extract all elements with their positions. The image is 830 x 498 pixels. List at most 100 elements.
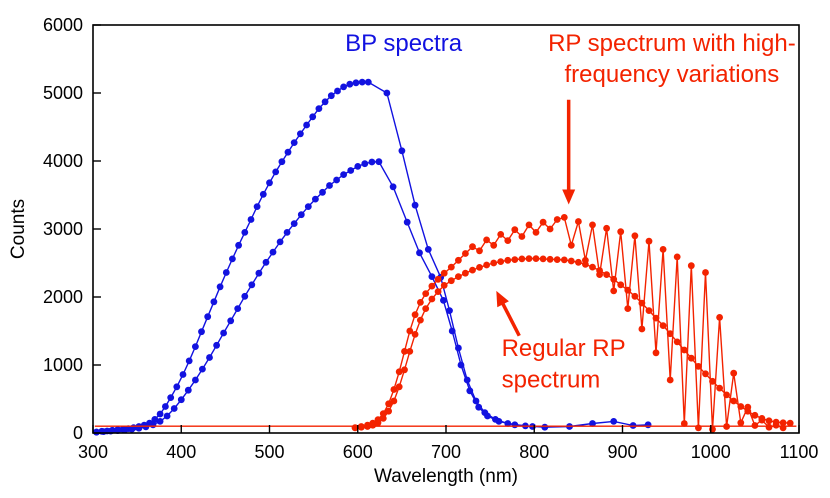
data-point-rp-hf — [539, 218, 547, 226]
data-point-rp-regular — [546, 255, 554, 263]
data-point-bp-2 — [440, 297, 447, 304]
data-point-bp-2 — [227, 317, 235, 325]
data-point-bp-1 — [358, 78, 366, 86]
data-point-rp-hf — [666, 376, 674, 384]
annotation-arrows — [496, 99, 576, 337]
data-point-rp-regular — [525, 255, 533, 262]
data-point-bp-1 — [334, 87, 341, 95]
data-point-rp-hf — [401, 348, 408, 355]
data-point-rp-hf — [379, 410, 387, 417]
data-point-bp-2 — [475, 403, 483, 411]
data-point-bp-2 — [495, 418, 503, 425]
data-point-bp-2 — [206, 354, 213, 361]
data-point-rp-hf — [553, 216, 561, 223]
data-point-rp-hf — [422, 290, 430, 297]
data-point-bp-2 — [163, 412, 171, 420]
data-point-bp-1 — [204, 313, 212, 321]
data-point-rp-hf — [434, 275, 442, 283]
data-point-rp-hf — [504, 237, 512, 245]
data-point-rp-hf — [483, 236, 490, 244]
data-point-rp-regular — [779, 419, 787, 427]
data-point-bp-1 — [156, 410, 164, 418]
data-point-bp-2 — [269, 248, 277, 256]
data-point-bp-2 — [177, 396, 185, 404]
data-point-rp-hf — [610, 287, 618, 295]
data-point-bp-1 — [266, 179, 273, 187]
data-point-rp-hf — [680, 420, 688, 427]
data-point-rp-hf — [631, 232, 639, 240]
data-point-rp-regular — [560, 256, 568, 264]
x-tick-label: 500 — [254, 442, 284, 462]
data-point-rp-regular — [440, 282, 448, 289]
data-point-rp-hf — [673, 253, 681, 261]
data-point-bp-2 — [511, 421, 519, 429]
data-point-bp-1 — [247, 216, 255, 223]
data-point-bp-1 — [278, 158, 286, 166]
data-point-rp-regular — [490, 259, 498, 267]
data-point-bp-1 — [290, 139, 298, 147]
data-point-bp-2 — [283, 229, 291, 236]
data-point-rp-regular — [455, 273, 462, 280]
data-point-rp-hf — [596, 271, 603, 278]
annotations-group: BP spectra RP spectrum with high-frequenc… — [345, 30, 796, 394]
data-point-bp-2 — [255, 269, 263, 277]
data-point-bp-2 — [297, 211, 305, 219]
x-tick-label: 1000 — [691, 442, 731, 462]
data-point-rp-hf — [652, 349, 660, 357]
data-point-rp-regular — [385, 407, 392, 415]
rp-regular-arrow-head — [496, 290, 509, 308]
data-point-bp-1 — [210, 298, 218, 306]
data-point-rp-hf — [575, 218, 582, 225]
data-point-bp-1 — [589, 420, 596, 427]
y-tick-label: 0 — [73, 423, 83, 443]
data-point-bp-2 — [389, 183, 397, 191]
data-point-rp-regular — [462, 269, 469, 277]
data-point-rp-regular — [695, 363, 702, 370]
data-point-rp-regular — [476, 264, 483, 271]
data-point-rp-regular — [659, 322, 667, 329]
data-point-rp-regular — [447, 277, 455, 285]
data-point-rp-hf — [525, 221, 533, 229]
data-point-rp-hf — [687, 262, 695, 270]
y-tick-label: 6000 — [43, 15, 83, 35]
data-point-bp-2 — [220, 329, 228, 337]
x-axis-ticks: 300 400 500 600 700 800 900 1000 1100 — [78, 425, 818, 462]
data-point-rp-hf — [511, 226, 519, 234]
data-point-rp-hf — [440, 269, 448, 277]
data-point-bp-1 — [346, 80, 354, 88]
data-point-bp-1 — [259, 190, 267, 198]
data-point-bp-2 — [156, 418, 164, 425]
data-point-bp-1 — [222, 269, 230, 276]
data-point-bp-1 — [179, 371, 187, 378]
data-point-bp-1 — [411, 201, 419, 209]
data-point-rp-regular — [645, 307, 653, 314]
data-point-rp-regular — [539, 255, 547, 263]
data-point-bp-1 — [162, 403, 169, 410]
data-point-rp-regular — [428, 295, 436, 303]
data-point-bp-2 — [428, 273, 436, 280]
data-point-rp-hf — [497, 231, 505, 238]
data-point-bp-2 — [361, 160, 369, 168]
data-point-rp-hf — [518, 233, 526, 240]
data-point-rp-hf — [716, 314, 723, 321]
data-point-bp-1 — [340, 83, 347, 91]
data-point-rp-hf — [617, 228, 625, 236]
y-axis-label: Counts — [8, 199, 29, 259]
data-point-bp-1 — [229, 255, 236, 263]
data-point-rp-hf — [730, 369, 738, 377]
data-point-bp-1 — [309, 113, 317, 121]
data-point-bp-2 — [276, 238, 284, 246]
data-point-bp-1 — [327, 92, 335, 100]
data-point-rp-hf — [702, 269, 709, 276]
data-point-bp-2 — [290, 220, 298, 228]
data-point-rp-hf — [462, 250, 469, 257]
data-point-bp-2 — [128, 425, 136, 433]
data-point-bp-2 — [192, 376, 199, 384]
data-point-rp-regular — [401, 366, 408, 374]
data-point-bp-2 — [213, 341, 221, 349]
data-point-bp-1 — [398, 147, 406, 155]
data-point-rp-hf — [765, 423, 773, 431]
data-point-rp-regular — [417, 316, 424, 324]
data-point-rp-regular — [673, 338, 681, 346]
